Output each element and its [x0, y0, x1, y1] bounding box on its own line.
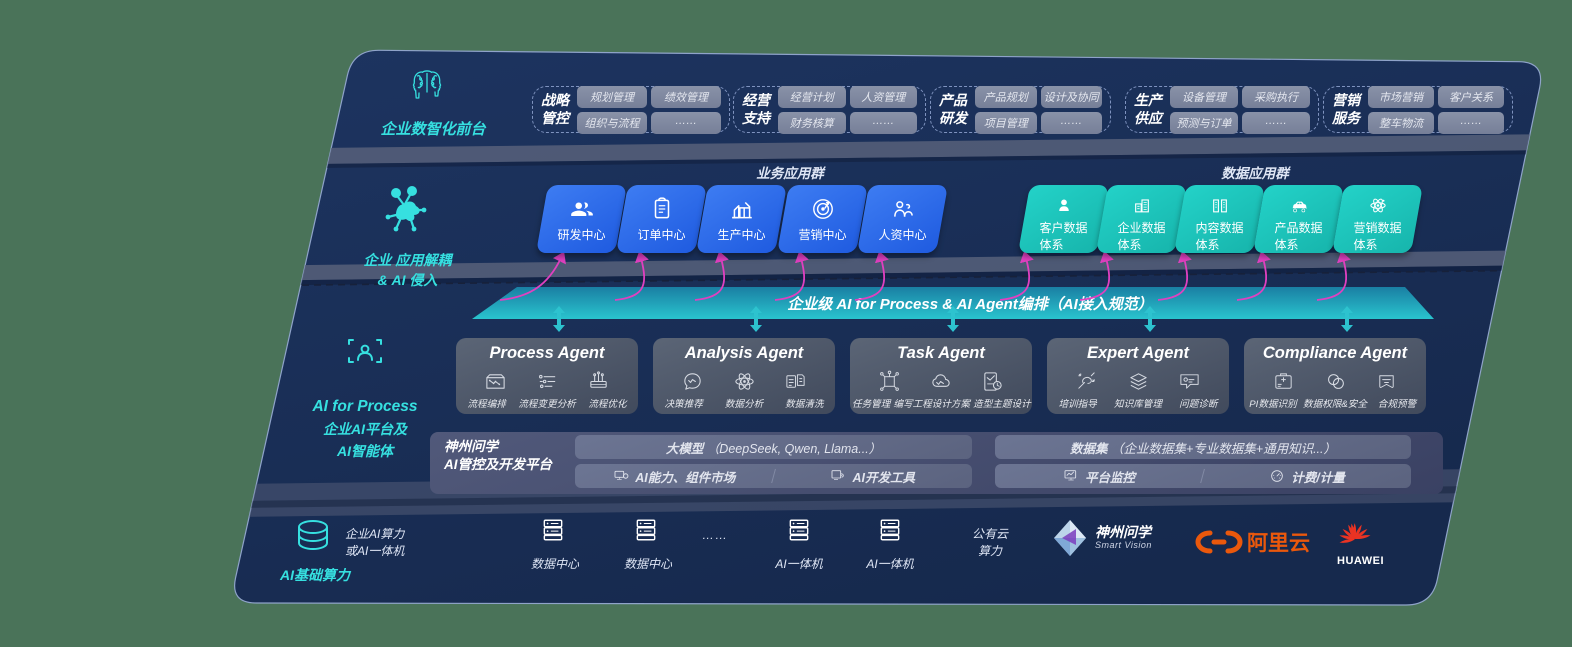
svg-text:企业级 AI for Process & AI Agent编: 企业级 AI for Process & AI Agent编排（AI接入规范）: [787, 295, 1153, 313]
svg-text:阿里云: 阿里云: [1247, 532, 1310, 555]
